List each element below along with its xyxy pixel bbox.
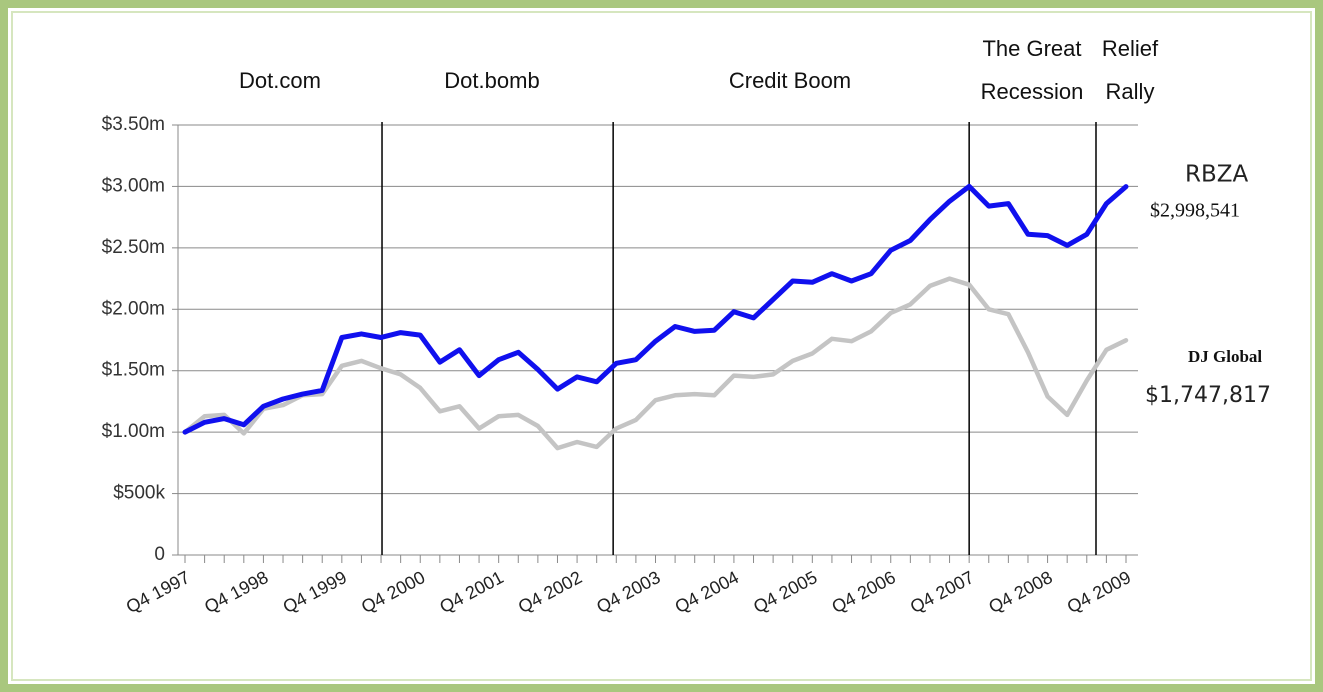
y-tick-label: $2.50m: [102, 237, 165, 258]
y-tick-label: 0: [154, 544, 165, 565]
period-label: Relief: [1102, 36, 1159, 61]
frame-inner: [11, 11, 1312, 681]
series-line: [182, 183, 1129, 435]
period-label: Dot.bomb: [444, 68, 539, 93]
y-tick-label: $500k: [113, 483, 165, 504]
legend-label: RBZA: [1185, 162, 1249, 188]
legend-label: DJ Global: [1188, 347, 1262, 366]
value-label: $2,998,541: [1150, 200, 1240, 222]
period-label: Dot.com: [239, 68, 321, 93]
y-tick-label: $2.00m: [102, 298, 165, 319]
period-label: The Great: [982, 36, 1081, 61]
period-label: Credit Boom: [729, 68, 851, 93]
y-tick-label: $3.00m: [102, 175, 165, 196]
y-tick-label: $1.50m: [102, 360, 165, 381]
y-tick-label: $3.50m: [102, 114, 165, 135]
period-label: Recession: [981, 79, 1084, 104]
value-label: $1,747,817: [1145, 383, 1271, 408]
series-line: [182, 276, 1129, 451]
y-tick-label: $1.00m: [102, 421, 165, 442]
period-label: Rally: [1106, 79, 1155, 104]
